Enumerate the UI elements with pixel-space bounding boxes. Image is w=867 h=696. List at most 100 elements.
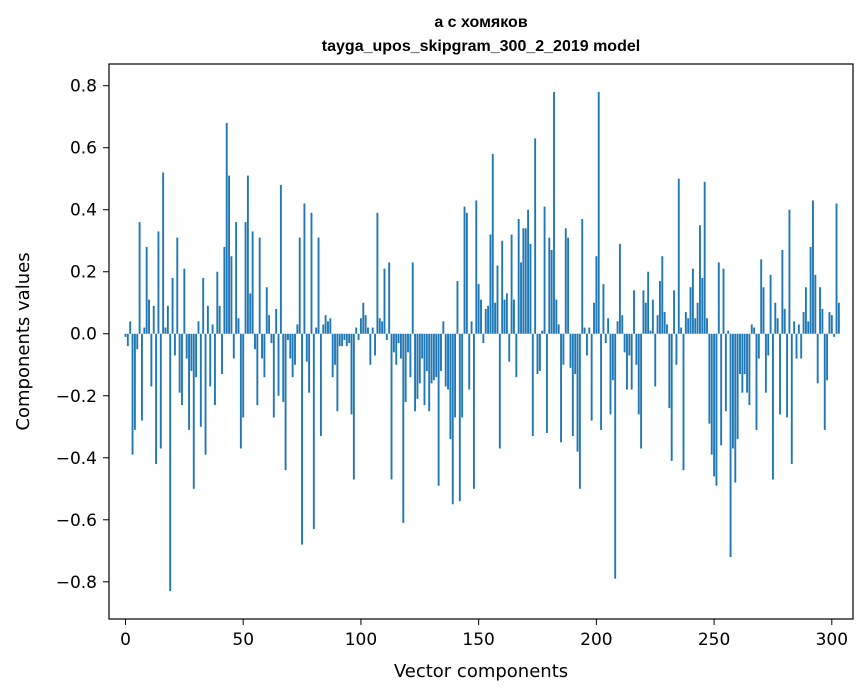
bar	[254, 333, 256, 350]
bar	[329, 318, 332, 334]
bar	[143, 327, 146, 334]
bar	[312, 333, 315, 530]
bar	[748, 333, 751, 406]
bar	[505, 293, 508, 334]
bar	[296, 324, 299, 334]
bar	[503, 299, 506, 334]
bar	[804, 287, 807, 334]
bar	[456, 281, 459, 334]
bar	[468, 333, 471, 390]
bar	[367, 327, 369, 334]
bar	[348, 333, 351, 344]
bar	[145, 246, 148, 334]
bar	[432, 333, 435, 381]
bar	[141, 333, 143, 421]
bar	[319, 333, 322, 437]
bar	[597, 91, 600, 334]
bar	[586, 333, 588, 356]
bar	[192, 333, 195, 489]
bar	[133, 333, 136, 430]
bar	[800, 333, 803, 359]
bar	[694, 318, 697, 334]
bar	[246, 175, 249, 334]
bar	[731, 333, 734, 449]
bar	[171, 277, 174, 334]
bar	[164, 327, 167, 334]
bar	[409, 333, 412, 378]
bar	[402, 333, 405, 523]
bar	[600, 333, 603, 430]
bar	[578, 333, 581, 489]
bar	[689, 287, 692, 334]
y-tick-label: −0.2	[56, 387, 97, 407]
bar	[277, 333, 280, 396]
bar	[152, 305, 155, 334]
bar	[739, 333, 741, 375]
bar	[699, 225, 701, 334]
bar	[291, 333, 294, 378]
bar	[536, 333, 539, 375]
bar	[364, 315, 367, 334]
bar	[583, 327, 586, 334]
bar	[802, 312, 805, 334]
bar	[331, 333, 334, 378]
bar	[272, 333, 275, 418]
bar	[195, 333, 198, 378]
x-tick-label: 100	[345, 630, 377, 650]
bar	[534, 138, 537, 334]
bar	[341, 333, 344, 347]
bar	[487, 305, 489, 334]
bar	[350, 333, 353, 415]
bar	[809, 246, 812, 334]
bar	[359, 318, 362, 334]
bar	[124, 333, 127, 337]
bar	[517, 219, 520, 334]
y-axis-ticks: −0.8 −0.6 −0.4 −0.2 0.0 0.2 0.4 0.6 0.8	[56, 77, 109, 593]
bar	[465, 212, 468, 334]
bar	[282, 333, 285, 402]
bar	[298, 237, 301, 334]
bar	[270, 333, 273, 344]
bar	[691, 268, 694, 334]
bar	[126, 333, 129, 347]
bar	[515, 333, 518, 378]
bar	[150, 333, 153, 387]
bar	[258, 237, 261, 334]
bar	[138, 222, 141, 334]
bar	[574, 333, 577, 375]
bar	[235, 222, 238, 334]
chart-title-line1: а с хомяков	[434, 14, 527, 31]
bar	[221, 333, 223, 375]
bar	[275, 308, 278, 334]
bar	[315, 327, 318, 334]
bar	[392, 333, 395, 353]
bar	[482, 333, 485, 344]
bar	[437, 333, 440, 486]
bar	[416, 333, 419, 399]
bar	[343, 333, 346, 340]
bar	[239, 333, 242, 449]
bar	[230, 256, 233, 334]
bar	[654, 333, 657, 387]
bar	[604, 333, 607, 344]
bar	[190, 333, 193, 371]
bar	[541, 330, 544, 334]
bar	[529, 243, 532, 334]
bar	[682, 333, 685, 471]
bar	[757, 333, 760, 359]
bar	[251, 231, 254, 334]
bar	[395, 333, 398, 365]
y-tick-label: −0.8	[56, 573, 97, 593]
bar	[484, 308, 487, 334]
bar	[590, 333, 593, 421]
bar	[228, 175, 231, 334]
bar	[814, 274, 817, 334]
bar	[494, 302, 497, 334]
bar	[793, 321, 796, 334]
y-tick-label: 0.4	[70, 201, 97, 221]
bar	[334, 333, 336, 365]
bar	[268, 315, 271, 334]
bar	[550, 250, 553, 334]
bar	[169, 333, 172, 592]
bar	[760, 259, 763, 334]
